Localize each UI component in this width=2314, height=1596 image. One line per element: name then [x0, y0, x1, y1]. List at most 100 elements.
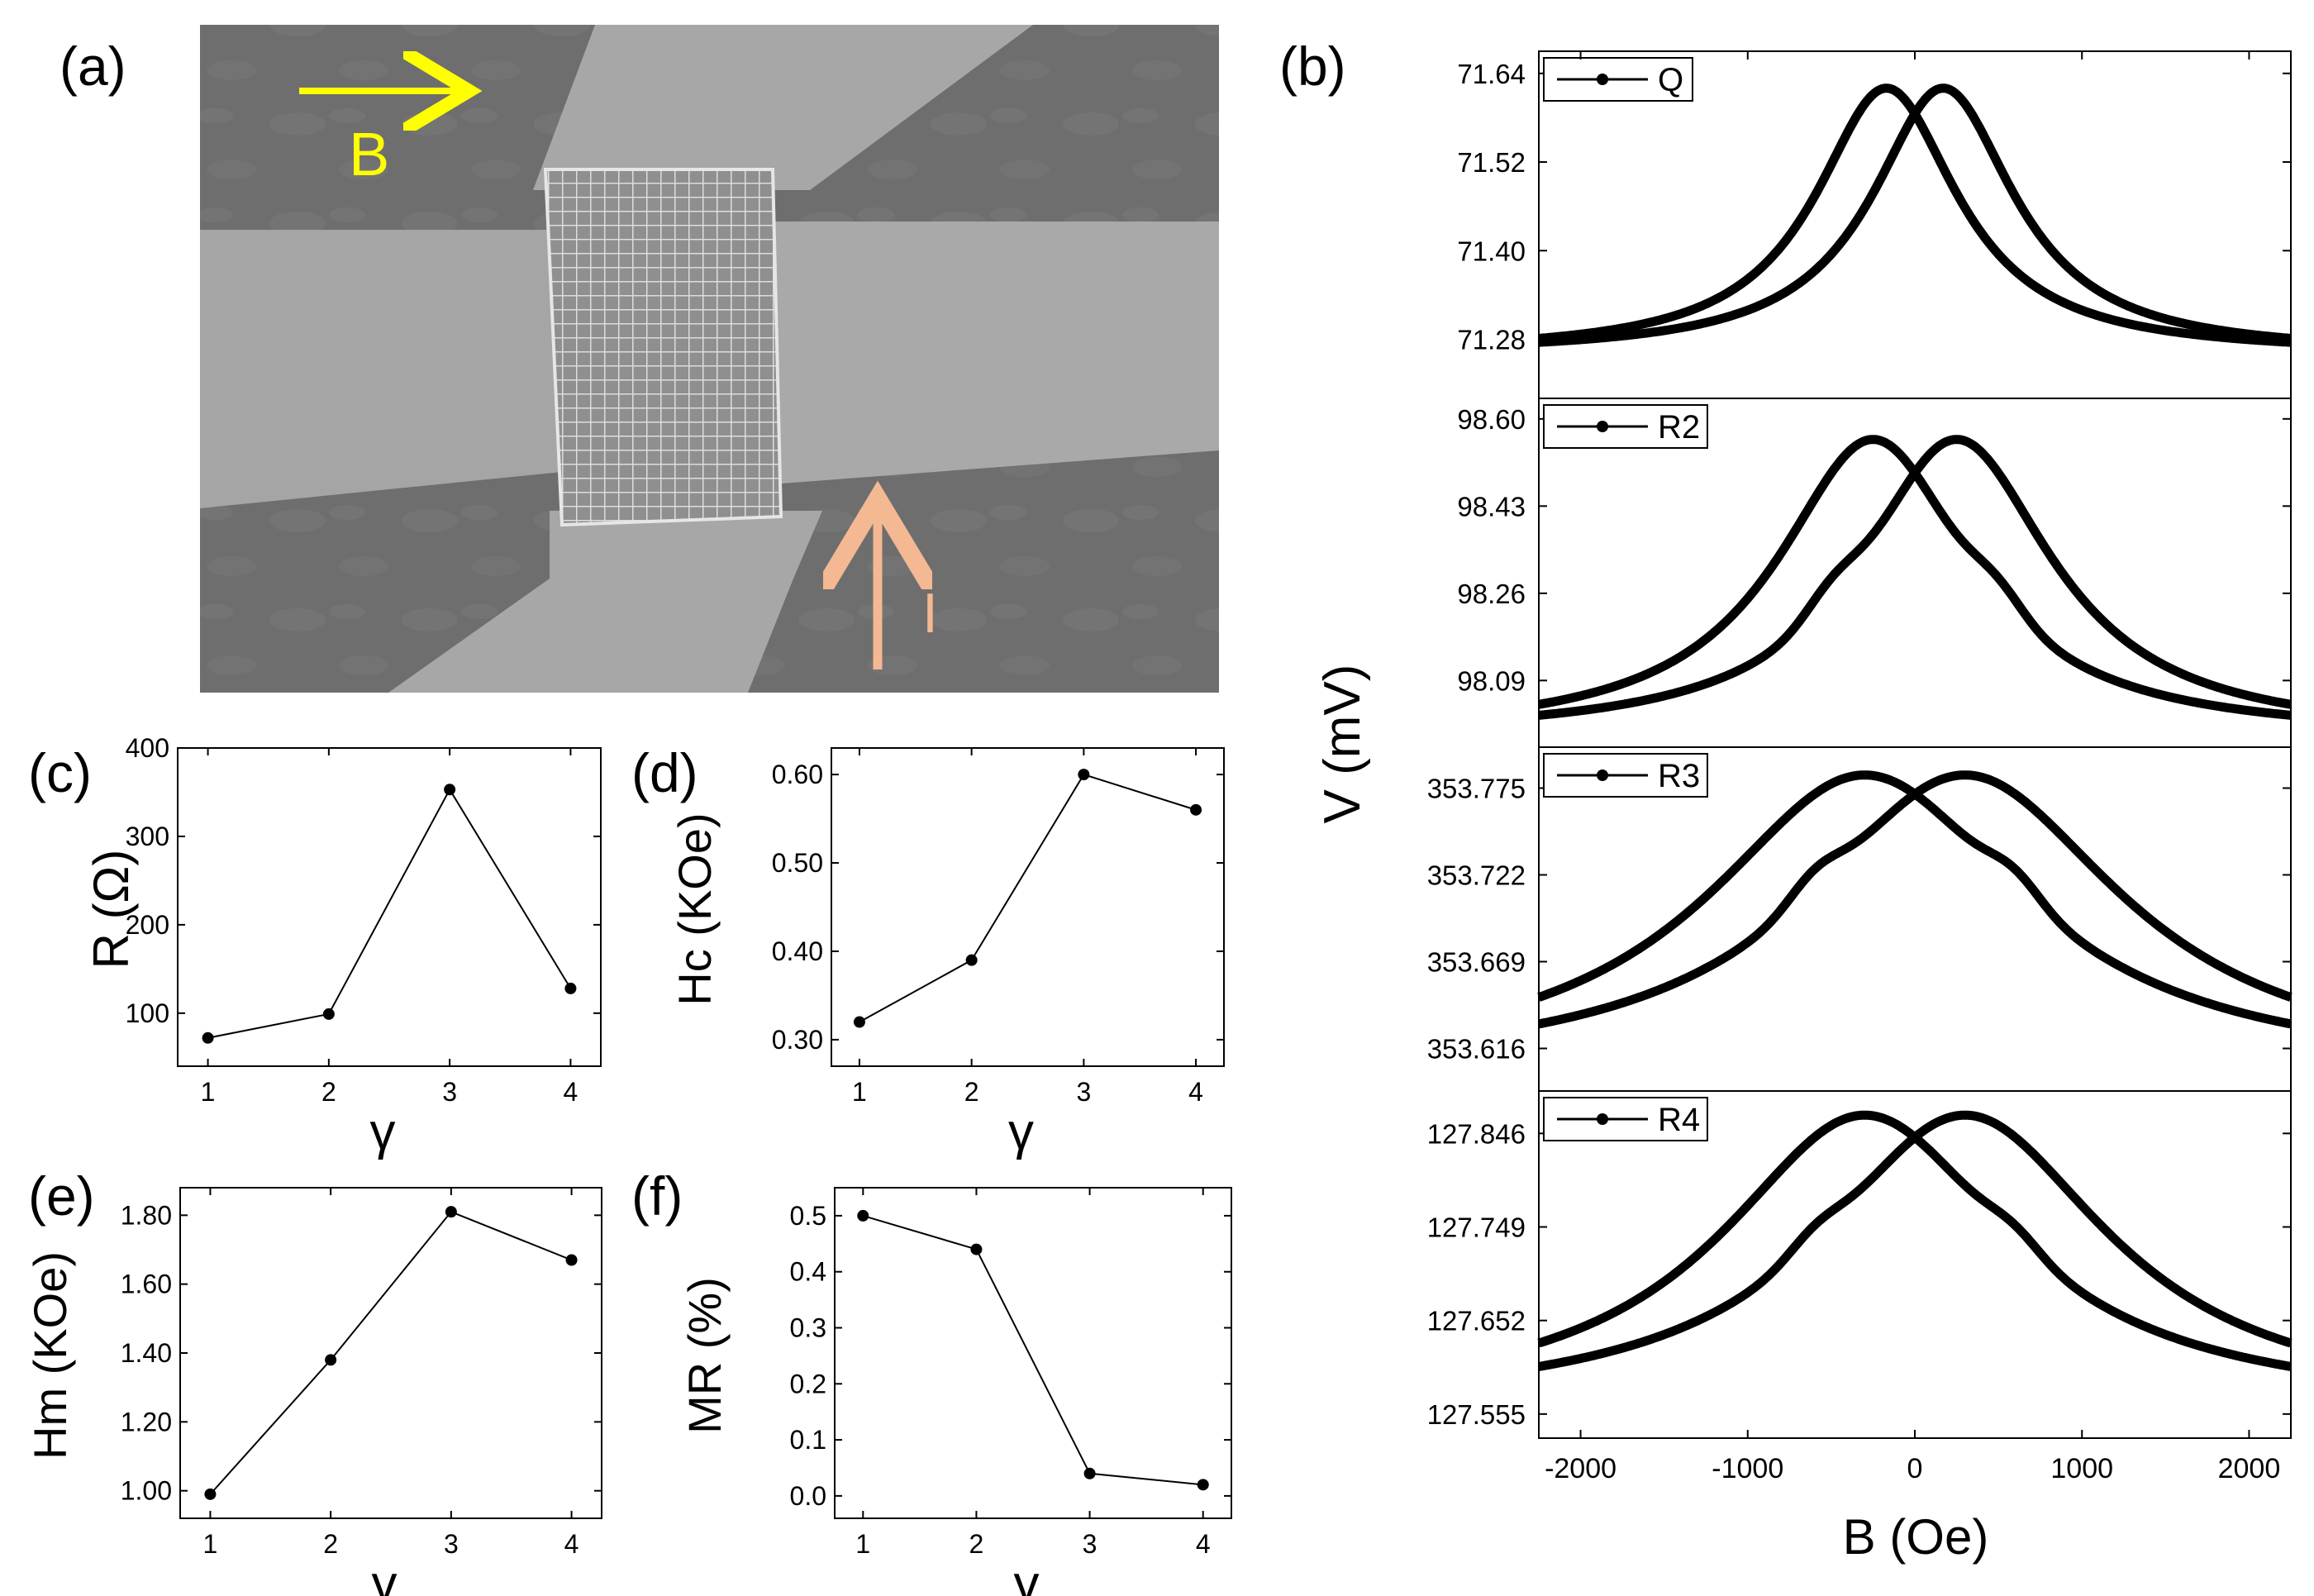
panel-label-f: (f) [631, 1165, 683, 1227]
x-tick-label: 1 [852, 1077, 867, 1107]
plot-frame [1538, 50, 2292, 1439]
y-tick-label: 127.749 [1427, 1212, 1526, 1243]
y-axis-label: Hc (KOe) [669, 812, 721, 1005]
chart-voltage-loops: 71.28 71.40 71.52 71.64 Q 98.09 98.26 98.43 98.6… [1314, 50, 2293, 1565]
series-line [207, 788, 572, 1039]
x-tick-label: 4 [564, 1077, 578, 1107]
legend-label: R3 [1658, 758, 1700, 794]
x-tick-label: 0 [1907, 1453, 1923, 1484]
plot-frame [177, 747, 602, 1067]
chart-coercive-field: 1 2 3 4 0.30 0.40 0.50 0.60 γ Hc (KOe) [669, 747, 1225, 1160]
x-axis-label: γ [372, 1556, 398, 1596]
data-point [445, 1206, 457, 1218]
y-tick-label: 200 [126, 910, 169, 940]
y-tick-label: 300 [126, 822, 169, 851]
sem-bar-left [200, 230, 570, 508]
x-axis-label: γ [1008, 1103, 1034, 1160]
legend-label: R4 [1658, 1102, 1700, 1138]
x-tick-label: 3 [1076, 1077, 1091, 1107]
data-point [564, 982, 577, 994]
y-tick-label: 100 [126, 998, 169, 1028]
x-tick-label: 1 [201, 1077, 216, 1107]
x-tick-label: 4 [1196, 1529, 1211, 1559]
loop-branch [1536, 83, 2293, 347]
y-tick-label: 0.40 [772, 936, 823, 966]
y-tick-label: 1.40 [121, 1338, 172, 1368]
x-tick-label: 4 [1188, 1077, 1203, 1107]
legend-label: Q [1658, 62, 1683, 98]
y-tick-label: 127.846 [1427, 1118, 1526, 1149]
panel-label-c: (c) [28, 742, 92, 803]
data-point [204, 1488, 217, 1500]
y-tick-label: 0.1 [790, 1425, 826, 1455]
x-tick-label: 3 [444, 1529, 459, 1559]
y-tick-label: 353.616 [1427, 1033, 1526, 1064]
data-point [565, 1254, 578, 1266]
sem-lead-top [533, 25, 1033, 190]
series-line [863, 1214, 1203, 1486]
y-tick-label: 400 [126, 733, 169, 763]
data-point [965, 954, 978, 966]
y-tick-label: 1.60 [121, 1270, 172, 1299]
x-tick-label: 2 [321, 1077, 336, 1107]
loop-branch [1536, 770, 2293, 1029]
x-tick-label: 1 [203, 1529, 218, 1559]
data-point [1197, 1479, 1209, 1491]
data-point [1083, 1467, 1096, 1479]
x-tick-label: -1000 [1712, 1453, 1783, 1484]
x-tick-label: 2000 [2218, 1453, 2281, 1484]
x-tick-label: 1000 [2050, 1453, 2113, 1484]
loop-branch [1536, 770, 2293, 1029]
series-line [859, 773, 1197, 1023]
panel-label-d: (d) [631, 742, 698, 803]
plot-frame [834, 1187, 1232, 1519]
x-axis-label: γ [370, 1103, 396, 1160]
series-line [209, 1210, 572, 1495]
loop-branch [1536, 435, 2293, 720]
y-tick-label: 0.3 [790, 1313, 826, 1342]
y-tick-label: 127.555 [1427, 1399, 1526, 1430]
y-tick-label: 0.0 [790, 1481, 826, 1511]
y-tick-label: 0.60 [772, 760, 823, 789]
y-tick-label: 353.722 [1427, 860, 1526, 891]
y-tick-label: 353.669 [1427, 947, 1526, 978]
y-tick-label: 0.30 [772, 1025, 823, 1055]
data-point [202, 1031, 214, 1044]
current-arrow-label: I [922, 582, 938, 645]
y-tick-label: 0.4 [790, 1257, 826, 1287]
loop-branch [1536, 1110, 2293, 1371]
data-point [1190, 803, 1202, 816]
x-tick-label: 4 [564, 1529, 579, 1559]
loop-branch [1536, 1110, 2293, 1371]
y-tick-label: 98.09 [1457, 665, 1526, 696]
y-tick-label: 0.5 [790, 1201, 826, 1231]
legend-marker [1597, 421, 1608, 432]
data-point [444, 784, 456, 796]
y-tick-label: 98.43 [1457, 491, 1526, 522]
data-point [325, 1354, 337, 1366]
legend-marker [1597, 769, 1608, 781]
y-tick-label: 1.00 [121, 1476, 172, 1506]
x-tick-label: -2000 [1545, 1453, 1616, 1484]
y-tick-label: 127.652 [1427, 1306, 1526, 1336]
data-point [970, 1243, 983, 1255]
data-point [322, 1008, 335, 1020]
panel-label-a: (a) [60, 36, 126, 97]
x-tick-label: 2 [323, 1529, 338, 1559]
panel-label-b: (b) [1279, 36, 1346, 97]
y-tick-label: 353.775 [1427, 774, 1526, 804]
y-axis-label: R (Ω) [83, 850, 139, 970]
y-tick-label: 71.52 [1457, 147, 1526, 178]
sem-bar-right [773, 222, 1219, 484]
chart-resistance: 1 2 3 4 100 200 300 400 γ R (Ω) [83, 733, 602, 1160]
x-tick-label: 2 [964, 1077, 979, 1107]
x-tick-label: 1 [855, 1529, 870, 1559]
legend-marker [1597, 74, 1608, 85]
legend-marker [1597, 1113, 1608, 1125]
y-tick-label: 98.26 [1457, 579, 1526, 609]
y-tick-label: 0.50 [772, 848, 823, 878]
plot-frame [179, 1187, 602, 1519]
x-tick-label: 2 [969, 1529, 984, 1559]
y-tick-label: 1.80 [121, 1200, 172, 1230]
